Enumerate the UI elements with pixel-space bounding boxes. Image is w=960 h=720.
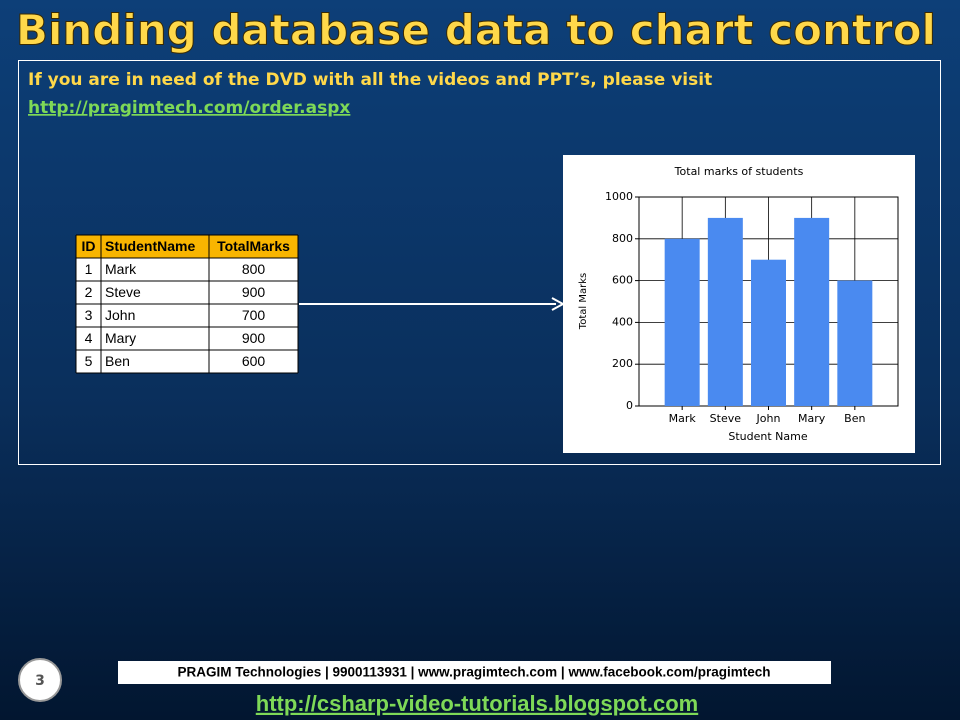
table-cell: 3 (85, 307, 93, 323)
notice-link[interactable]: http://pragimtech.com/order.aspx (28, 98, 350, 118)
table-cell: 600 (242, 353, 266, 369)
table-header: ID (82, 238, 96, 254)
notice-text: If you are in need of the DVD with all t… (28, 70, 712, 90)
y-tick-label: 1000 (605, 190, 633, 203)
table-header: StudentName (105, 238, 195, 254)
bar (751, 259, 786, 406)
bar (837, 280, 873, 406)
table-cell: 900 (242, 330, 266, 346)
x-tick-label: Mary (798, 412, 826, 425)
slide-number: 3 (35, 673, 45, 689)
table-cell: Ben (105, 353, 130, 369)
table-cell: 5 (85, 353, 93, 369)
table-header-bg (76, 235, 298, 258)
y-tick-label: 200 (612, 357, 633, 370)
footer-link[interactable]: http://csharp-video-tutorials.blogspot.c… (256, 691, 698, 716)
content-box (18, 60, 941, 465)
table-body-bg (76, 258, 298, 373)
table-cell: Mary (105, 330, 136, 346)
x-tick-label: John (756, 412, 781, 425)
bar (794, 217, 830, 406)
y-axis-label: Total Marks (578, 273, 589, 330)
table-cell: 700 (242, 307, 266, 323)
table-cell: 800 (242, 261, 266, 277)
slide-title: Binding database data to chart control (16, 6, 936, 55)
table-cell: Mark (105, 261, 137, 277)
table-cell: 900 (242, 284, 266, 300)
footer-company: PRAGIM Technologies | 9900113931 | www.p… (177, 665, 770, 680)
y-tick-label: 600 (612, 274, 633, 287)
x-tick-label: Mark (669, 412, 697, 425)
x-axis-label: Student Name (728, 430, 807, 443)
table-cell: 1 (85, 261, 93, 277)
table-cell: John (105, 307, 135, 323)
y-tick-label: 800 (612, 232, 633, 245)
x-tick-label: Steve (710, 412, 742, 425)
slide-number-badge (18, 658, 62, 702)
bar (664, 238, 700, 406)
bar (707, 217, 743, 406)
footer-box (118, 661, 831, 684)
table-cell: 4 (85, 330, 93, 346)
y-tick-label: 400 (612, 315, 633, 328)
y-tick-label: 0 (626, 399, 633, 412)
x-tick-label: Ben (844, 412, 865, 425)
chart-title: Total marks of students (674, 165, 804, 178)
table-cell: Steve (105, 284, 141, 300)
table-cell: 2 (85, 284, 93, 300)
table-header: TotalMarks (217, 238, 290, 254)
